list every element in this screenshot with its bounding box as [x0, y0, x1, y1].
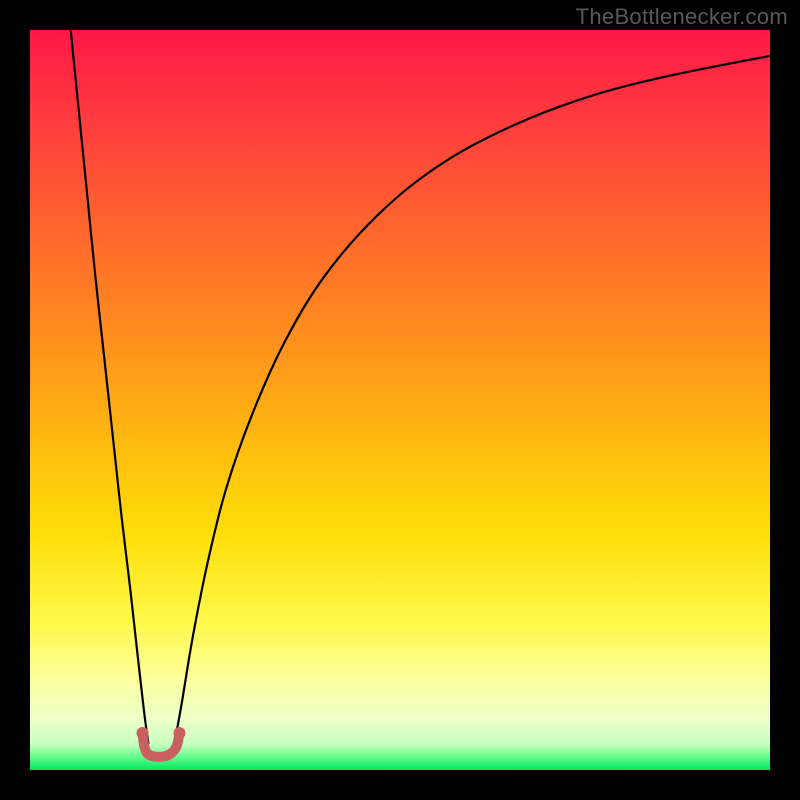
- right-curve: [174, 56, 770, 744]
- marker-dot-right: [173, 727, 185, 739]
- chart-container: TheBottlenecker.com: [0, 0, 800, 800]
- marker-dot-left: [136, 727, 148, 739]
- curves-layer: [30, 30, 770, 770]
- watermark-text: TheBottlenecker.com: [576, 4, 788, 30]
- plot-area: [30, 30, 770, 770]
- left-curve: [71, 30, 149, 744]
